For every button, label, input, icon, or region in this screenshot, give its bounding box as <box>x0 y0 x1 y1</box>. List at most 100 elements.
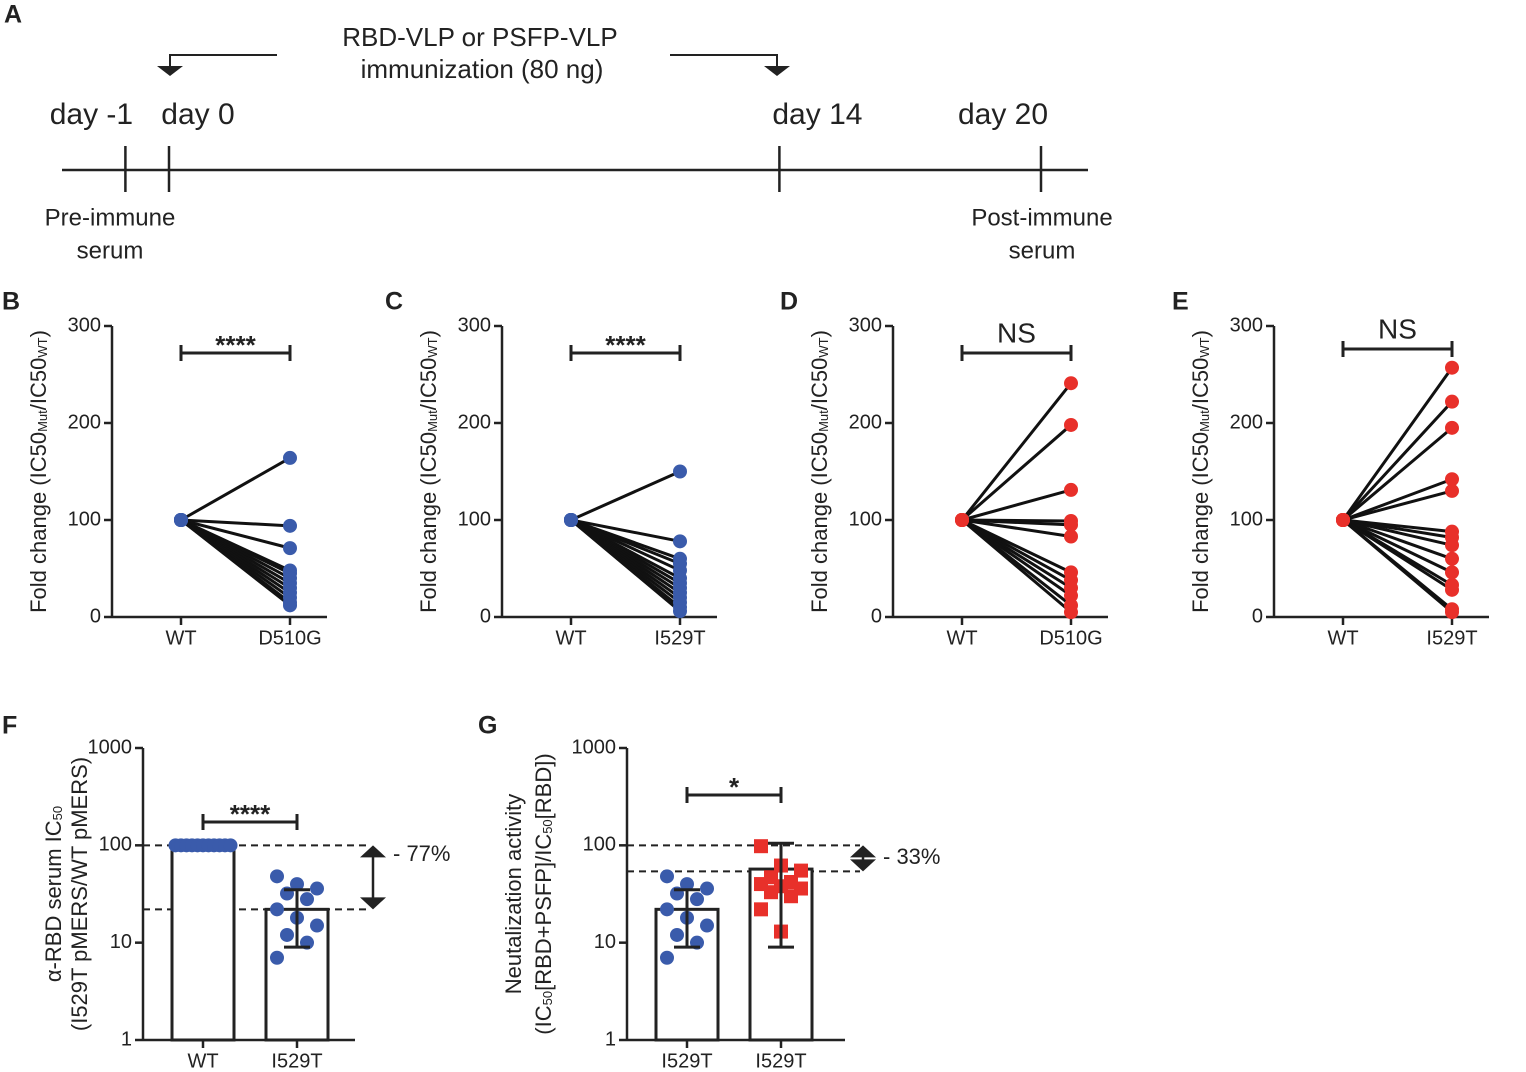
pair-line <box>961 518 1072 527</box>
timeline-tick-label: day 0 <box>161 98 234 131</box>
y-axis-label-part: /IC50 <box>26 358 51 411</box>
point <box>784 889 798 904</box>
y-axis-label-part: Fold change (IC50 <box>416 432 441 613</box>
point <box>1445 420 1459 435</box>
arrowhead <box>360 845 386 858</box>
panel-letter: F <box>2 712 17 740</box>
pre-label: Pre-immune <box>45 204 176 231</box>
y-axis-label-part: [RBD+PSFP]/IC <box>531 834 556 991</box>
y-tick-label: 300 <box>1230 314 1263 336</box>
point <box>1064 376 1078 391</box>
point <box>1336 513 1350 527</box>
y-axis-label: (IC50[RBD+PSFP]/IC50[RBD]) <box>531 753 556 1034</box>
x-tick-label: WT <box>946 627 977 649</box>
point <box>754 839 768 854</box>
point <box>283 598 297 613</box>
pair-line <box>1342 489 1453 522</box>
annotation: - 33% <box>883 844 940 869</box>
y-tick-label: 200 <box>1230 411 1263 433</box>
y-tick-label: 300 <box>849 314 882 336</box>
y-axis-label-part: Fold change (IC50 <box>1188 432 1213 613</box>
pair-line <box>961 518 1072 538</box>
pre-label: serum <box>77 237 144 264</box>
point <box>660 902 674 917</box>
panel-letter: B <box>2 288 20 316</box>
pair-line <box>1342 518 1453 614</box>
timeline-tick-label: day 20 <box>958 98 1048 131</box>
pair-line <box>570 518 681 613</box>
pair-line <box>1342 518 1453 561</box>
pair-line <box>1341 400 1454 522</box>
significance-label: **** <box>230 799 271 829</box>
point <box>764 885 778 900</box>
y-axis-label-part: ) <box>26 330 51 337</box>
y-axis-label-part: Mut <box>816 410 831 432</box>
y-axis-label-part: (I529T pMERS/WT pMERS) <box>67 757 92 1031</box>
point <box>1064 605 1078 620</box>
y-axis-label-part: α-RBD serum IC <box>41 820 66 982</box>
y-axis-label-part: ) <box>1188 330 1213 337</box>
point <box>174 513 188 527</box>
y-tick-label: 0 <box>871 605 882 627</box>
significance-bracket <box>201 814 299 830</box>
y-axis-label: Fold change (IC50Mut/IC50WT) <box>1188 330 1213 613</box>
y-tick-label: 10 <box>110 931 132 953</box>
arrow <box>670 54 778 70</box>
x-tick-label: WT <box>187 1050 218 1072</box>
x-tick-label: I529T <box>654 627 705 649</box>
point <box>1064 529 1078 544</box>
pair-line <box>180 518 291 528</box>
arrowhead <box>157 66 183 76</box>
y-tick-label: 300 <box>68 314 101 336</box>
point <box>283 541 297 556</box>
y-axis-label: Fold change (IC50Mut/IC50WT) <box>26 330 51 613</box>
y-axis-label-part: ) <box>807 330 832 337</box>
y-axis-label-part: Mut <box>35 410 50 432</box>
y-axis-label-part: Fold change (IC50 <box>26 432 51 613</box>
arrowhead <box>850 845 876 858</box>
x-tick-label: WT <box>1327 627 1358 649</box>
panel-letter: E <box>1172 288 1189 316</box>
panel-letter: C <box>385 288 403 316</box>
point <box>690 892 704 907</box>
error-bar <box>284 888 310 949</box>
y-tick-label: 1000 <box>572 736 617 758</box>
pair-line <box>180 518 291 607</box>
y-tick-label: 100 <box>458 508 491 530</box>
y-tick-label: 1000 <box>88 736 133 758</box>
treatment-label: RBD-VLP or PSFP-VLP <box>342 22 618 52</box>
post-label: serum <box>1009 237 1076 264</box>
point <box>280 927 294 942</box>
x-tick-label: I529T <box>271 1050 322 1072</box>
point <box>300 892 314 907</box>
x-tick-label: D510G <box>258 627 321 649</box>
significance-label: NS <box>997 317 1036 348</box>
arrowhead <box>850 859 876 872</box>
y-tick-label: 100 <box>1230 508 1263 530</box>
y-axis-label-part: WT <box>1197 337 1212 357</box>
y-tick-label: 100 <box>583 834 616 856</box>
point <box>1445 538 1459 553</box>
y-tick-label: 0 <box>480 605 491 627</box>
pair-line <box>961 488 1072 522</box>
y-axis-label-part: /IC50 <box>807 358 832 411</box>
y-axis-label-part: 50 <box>540 819 555 833</box>
point <box>310 881 324 896</box>
point <box>1064 588 1078 603</box>
point <box>680 877 694 892</box>
y-axis-label-part: WT <box>816 337 831 357</box>
timeline-tick-label: day 14 <box>772 98 862 131</box>
y-tick-label: 0 <box>90 605 101 627</box>
y-axis-label: Fold change (IC50Mut/IC50WT) <box>416 330 441 613</box>
point <box>1445 551 1459 566</box>
y-axis-label-part: [RBD]) <box>531 753 556 819</box>
significance-bracket <box>179 345 292 361</box>
pair-line <box>570 470 681 522</box>
point <box>673 534 687 549</box>
y-axis-label-part: WT <box>35 337 50 357</box>
error-bar <box>768 841 794 949</box>
pair-line <box>961 423 1072 522</box>
point <box>1064 417 1078 432</box>
y-axis-label-part: /IC50 <box>416 358 441 411</box>
